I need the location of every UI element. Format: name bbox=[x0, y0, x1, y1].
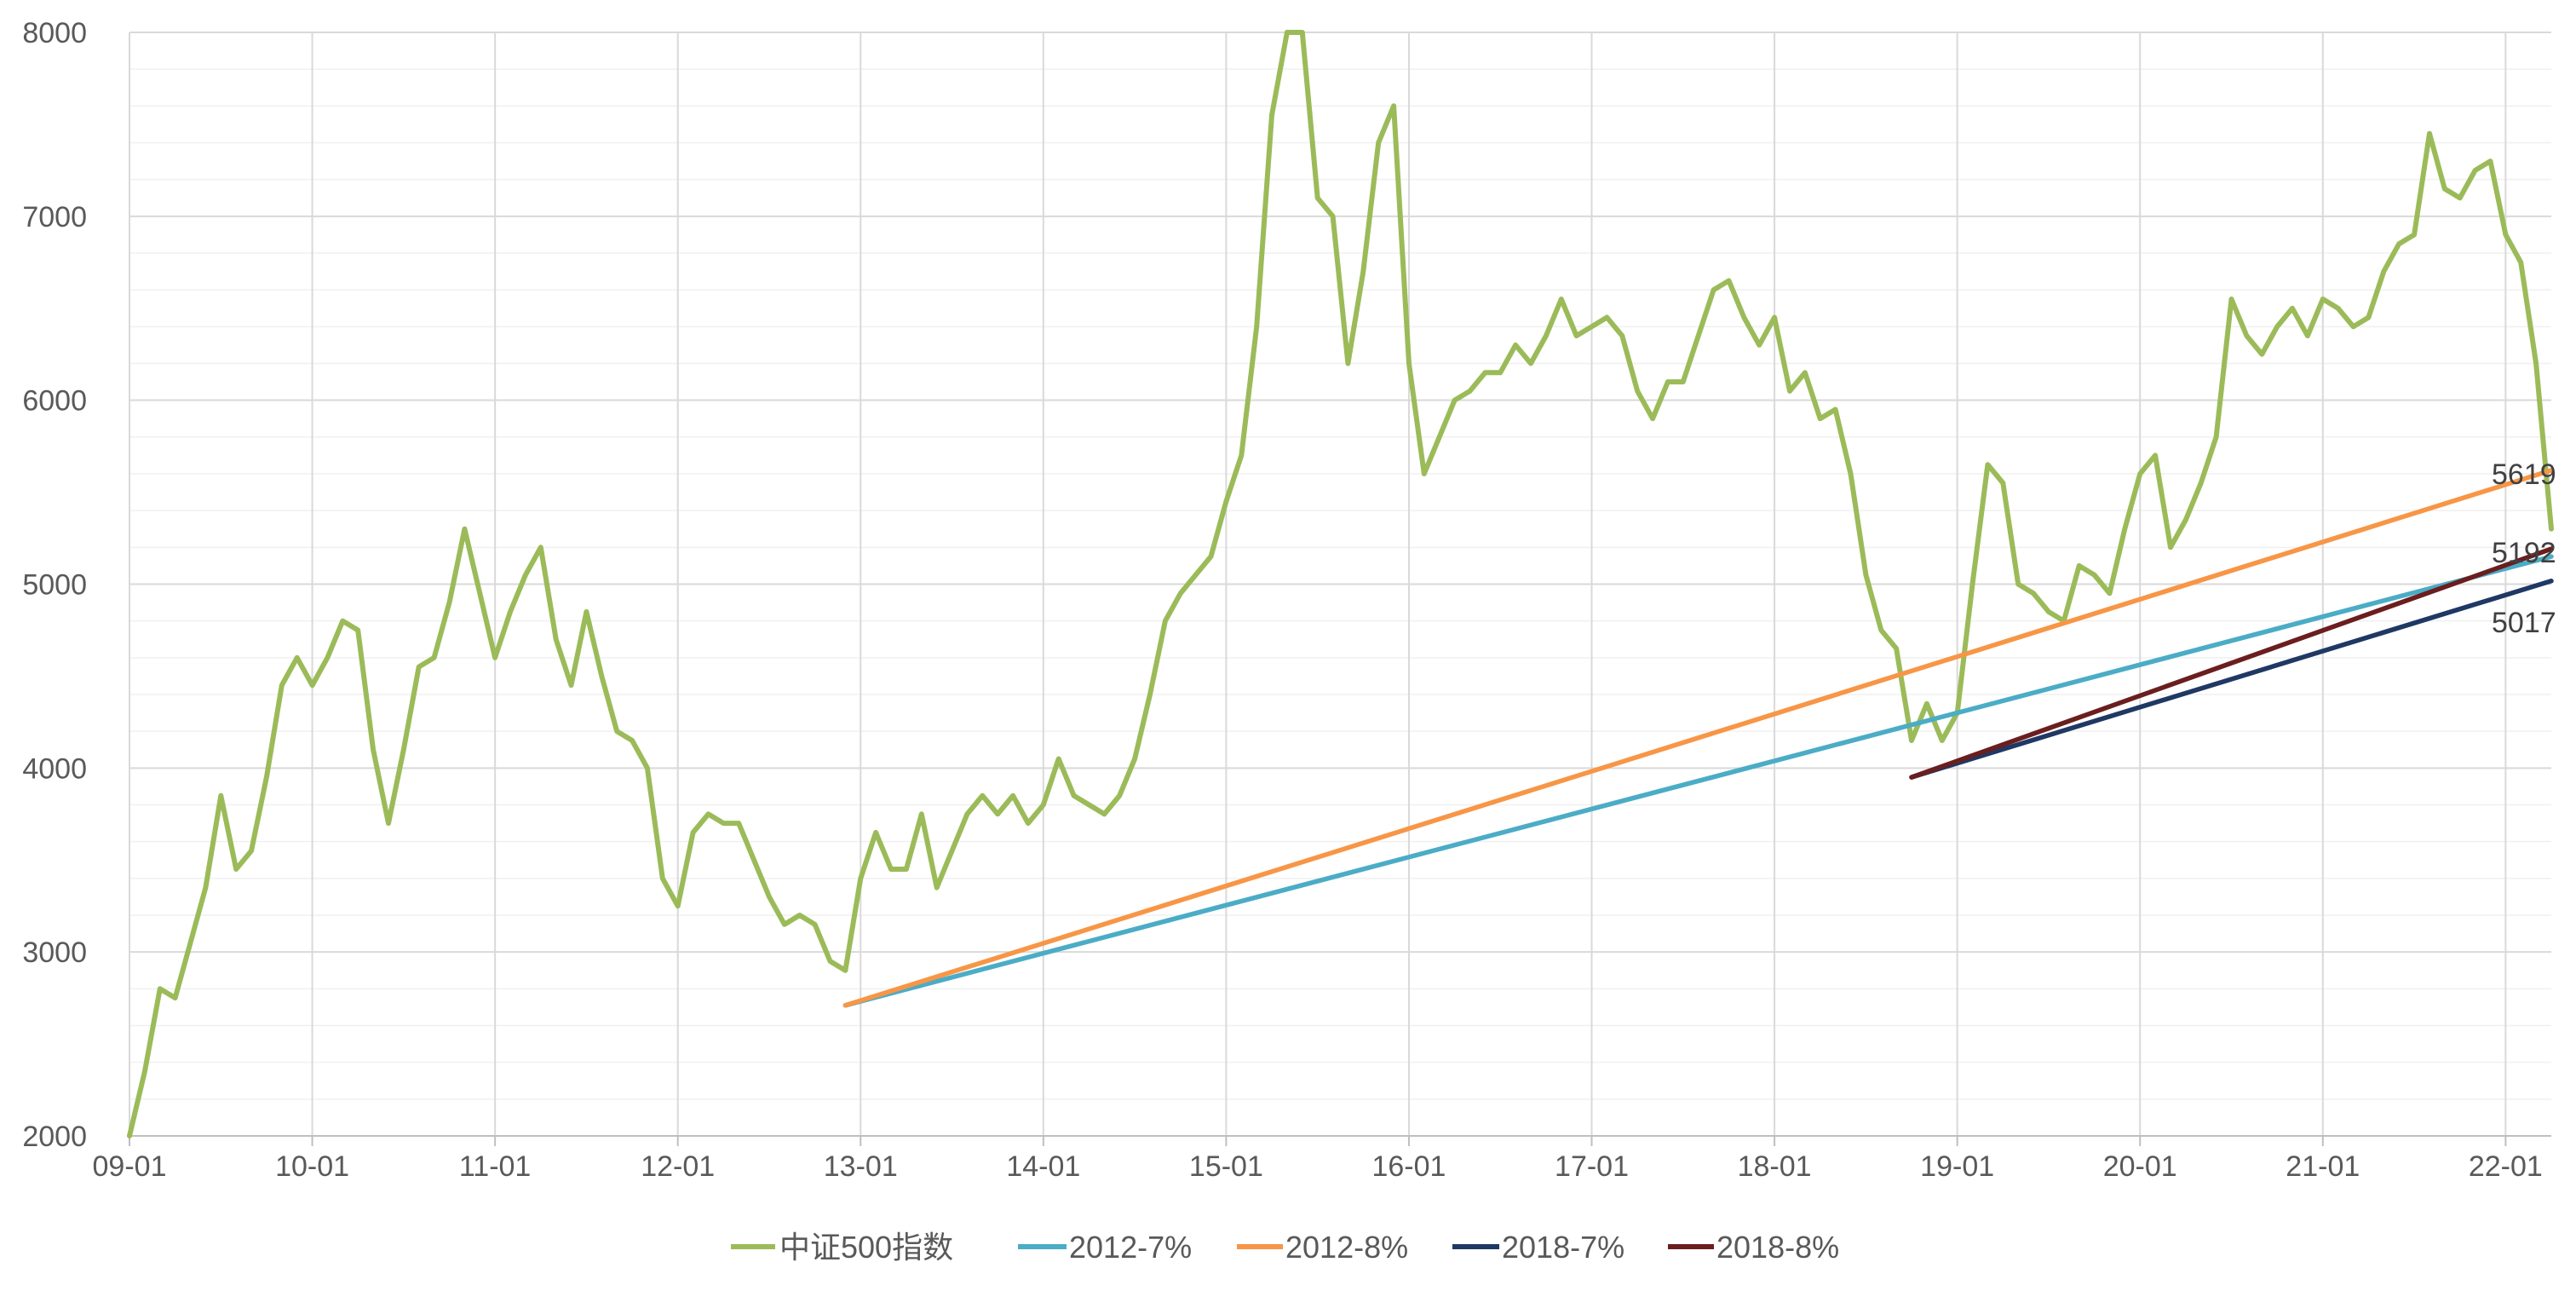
y-tick-label: 3000 bbox=[22, 937, 87, 969]
end-value-labels: 5619 5192 5017 bbox=[2492, 458, 2556, 639]
legend-label-2018-8pct: 2018-8% bbox=[1716, 1230, 1839, 1265]
x-tick-label: 09-01 bbox=[93, 1150, 167, 1183]
legend-label-2012-8pct: 2012-8% bbox=[1285, 1230, 1408, 1265]
legend: 中证500指数 2012-7% 2012-8% 2018-7% 2018-8% bbox=[731, 1230, 1839, 1265]
legend-item-2012-8pct: 2012-8% bbox=[1237, 1230, 1408, 1265]
x-tick-label: 12-01 bbox=[641, 1150, 715, 1183]
x-tick-label: 13-01 bbox=[824, 1150, 898, 1183]
axes: 2000 3000 4000 5000 6000 7000 8000 09-01 10-01 11… bbox=[22, 17, 2551, 1183]
x-tick-label: 21-01 bbox=[2286, 1150, 2360, 1183]
end-label-2018-8pct: 5192 bbox=[2492, 537, 2556, 569]
x-tick-label: 11-01 bbox=[459, 1150, 531, 1183]
series-line-2012-8pct bbox=[842, 468, 2554, 1008]
series-line-2012-7pct bbox=[842, 554, 2554, 1008]
legend-label-2018-7pct: 2018-7% bbox=[1502, 1230, 1624, 1265]
series-line-2018-8pct bbox=[1909, 546, 2554, 780]
y-tick-label: 5000 bbox=[22, 569, 87, 602]
series-lines bbox=[127, 30, 2554, 1138]
x-tick-label: 18-01 bbox=[1738, 1150, 1812, 1183]
series-line-2018-7pct bbox=[1909, 579, 2554, 780]
y-tick-label: 6000 bbox=[22, 385, 87, 418]
x-tick-label: 15-01 bbox=[1189, 1150, 1263, 1183]
y-tick-label: 2000 bbox=[22, 1121, 87, 1153]
legend-item-2018-7pct: 2018-7% bbox=[1452, 1230, 1624, 1265]
x-tick-label: 10-01 bbox=[275, 1150, 349, 1183]
y-tick-label: 8000 bbox=[22, 17, 87, 49]
legend-label-2012-7pct: 2012-7% bbox=[1069, 1230, 1192, 1265]
end-label-2018-7pct: 5017 bbox=[2492, 607, 2556, 639]
x-tick-label: 22-01 bbox=[2469, 1150, 2543, 1183]
x-tick-label: 14-01 bbox=[1006, 1150, 1080, 1183]
legend-item-csi500: 中证500指数 bbox=[731, 1230, 953, 1265]
x-tick-label: 19-01 bbox=[1920, 1150, 1994, 1183]
legend-item-2018-8pct: 2018-8% bbox=[1668, 1230, 1839, 1265]
x-tick-label: 16-01 bbox=[1371, 1150, 1446, 1183]
y-tick-label: 4000 bbox=[22, 752, 87, 785]
series-line-csi500 bbox=[127, 30, 2554, 1138]
legend-label-csi500: 中证500指数 bbox=[779, 1230, 953, 1265]
x-tick-label: 20-01 bbox=[2103, 1150, 2177, 1183]
end-label-2012-8pct: 5619 bbox=[2492, 458, 2556, 491]
legend-item-2012-7pct: 2012-7% bbox=[1018, 1230, 1192, 1265]
x-tick-label: 17-01 bbox=[1555, 1150, 1629, 1183]
y-tick-label: 7000 bbox=[22, 201, 87, 233]
